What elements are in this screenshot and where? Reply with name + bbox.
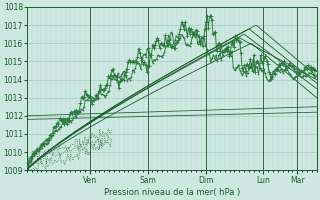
X-axis label: Pression niveau de la mer( hPa ): Pression niveau de la mer( hPa ) [104, 188, 240, 197]
